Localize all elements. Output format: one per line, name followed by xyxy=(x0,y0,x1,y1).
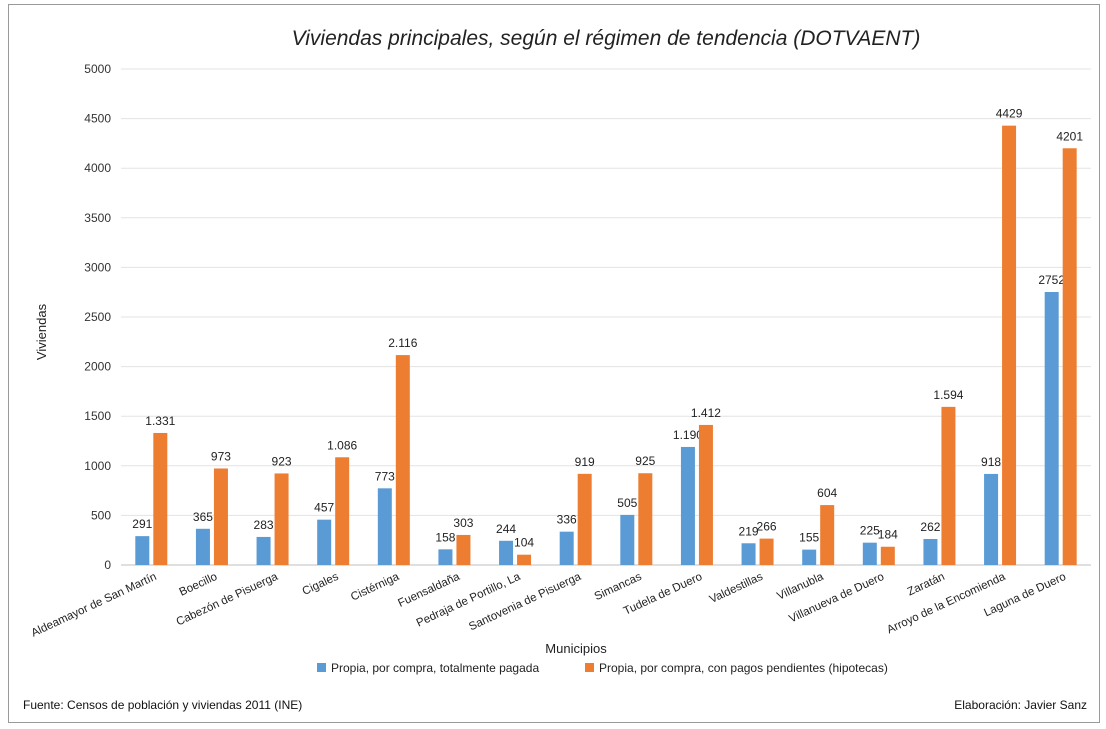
y-tick-label: 4000 xyxy=(84,161,111,175)
data-label: 262 xyxy=(920,520,940,534)
x-tick-label: Zaratán xyxy=(906,571,947,599)
bar-series-2 xyxy=(577,473,592,565)
data-label: 219 xyxy=(739,524,759,538)
x-tick-label: Cistérniga xyxy=(349,571,402,604)
x-tick-label: Aldeamayor de San Martín xyxy=(30,571,159,640)
data-label: 1.190 xyxy=(673,428,703,442)
author-note: Elaboración: Javier Sanz xyxy=(954,698,1087,712)
bar-series-2 xyxy=(335,457,350,565)
data-label: 336 xyxy=(557,513,577,527)
bar-series-2 xyxy=(759,538,774,565)
data-label: 291 xyxy=(132,517,152,531)
data-label: 365 xyxy=(193,510,213,524)
x-tick-label: Boecillo xyxy=(178,571,220,599)
legend-label: Propia, por compra, totalmente pagada xyxy=(331,661,539,675)
data-label: 1.594 xyxy=(933,388,963,402)
data-label: 923 xyxy=(272,454,292,468)
y-tick-label: 2000 xyxy=(84,360,111,374)
data-label: 505 xyxy=(617,496,637,510)
bar-series-1 xyxy=(741,543,756,565)
x-tick-label: Simancas xyxy=(593,571,644,603)
bar-series-1 xyxy=(984,473,999,565)
bar-series-1 xyxy=(620,514,635,565)
x-axis-label: Municipios xyxy=(545,641,607,656)
x-tick-label: Santovenia de Pisuerga xyxy=(467,571,583,634)
y-tick-label: 1000 xyxy=(84,459,111,473)
bar-series-2 xyxy=(274,473,289,565)
bar-series-1 xyxy=(377,488,392,565)
bar-series-1 xyxy=(802,549,817,565)
legend-swatch xyxy=(317,663,326,672)
bar-series-2 xyxy=(941,406,956,565)
data-label: 303 xyxy=(453,516,473,530)
x-tick-label: Arroyo de la Encomienda xyxy=(885,571,1008,637)
bar-series-1 xyxy=(862,542,877,565)
data-label: 244 xyxy=(496,522,516,536)
y-tick-label: 3500 xyxy=(84,211,111,225)
bar-series-1 xyxy=(923,539,938,565)
bar-series-1 xyxy=(256,536,271,565)
x-tick-label: Cabezón de Pisuerga xyxy=(175,571,281,629)
data-label: 1.412 xyxy=(691,406,721,420)
data-label: 4201 xyxy=(1056,129,1083,143)
y-tick-label: 4500 xyxy=(84,112,111,126)
bar-series-2 xyxy=(153,432,168,565)
y-axis-label: Viviendas xyxy=(34,303,49,360)
data-label: 283 xyxy=(254,518,274,532)
bar-series-1 xyxy=(1044,292,1059,565)
data-label: 225 xyxy=(860,524,880,538)
data-label: 4429 xyxy=(996,107,1023,121)
bar-series-2 xyxy=(456,534,471,565)
data-label: 919 xyxy=(575,455,595,469)
bar-series-2 xyxy=(395,355,410,565)
bar-series-1 xyxy=(499,540,514,565)
x-tick-label: Valdestillas xyxy=(708,571,765,606)
bar-series-1 xyxy=(135,536,150,565)
data-label: 973 xyxy=(211,449,231,463)
bar-series-1 xyxy=(317,519,332,565)
y-tick-label: 5000 xyxy=(84,62,111,76)
bar-series-2 xyxy=(517,554,532,565)
bar-series-1 xyxy=(195,528,210,565)
bar-series-2 xyxy=(1062,148,1077,565)
data-label: 104 xyxy=(514,536,534,550)
source-note: Fuente: Censos de población y viviendas … xyxy=(23,698,303,712)
data-label: 155 xyxy=(799,531,819,545)
data-label: 1.086 xyxy=(327,438,357,452)
bar-series-2 xyxy=(880,546,895,565)
y-tick-label: 500 xyxy=(91,508,111,522)
data-label: 266 xyxy=(757,520,777,534)
chart-frame: Viviendas principales, según el régimen … xyxy=(8,4,1100,723)
bar-series-1 xyxy=(438,549,453,565)
y-tick-label: 0 xyxy=(104,558,111,572)
data-label: 2752 xyxy=(1038,273,1065,287)
data-label: 158 xyxy=(435,530,455,544)
data-label: 925 xyxy=(635,454,655,468)
y-tick-label: 1500 xyxy=(84,409,111,423)
bar-series-1 xyxy=(559,531,574,565)
y-tick-label: 3000 xyxy=(84,260,111,274)
bar-series-1 xyxy=(680,446,695,565)
data-label: 184 xyxy=(878,528,898,542)
bar-series-2 xyxy=(820,505,835,565)
chart-title: Viviendas principales, según el régimen … xyxy=(292,27,921,50)
data-label: 1.331 xyxy=(145,414,175,428)
legend-label: Propia, por compra, con pagos pendientes… xyxy=(599,661,888,675)
data-label: 457 xyxy=(314,501,334,515)
bar-series-2 xyxy=(213,468,228,565)
data-label: 918 xyxy=(981,455,1001,469)
y-tick-label: 2500 xyxy=(84,310,111,324)
data-label: 773 xyxy=(375,469,395,483)
data-label: 604 xyxy=(817,486,837,500)
bar-chart: Viviendas principales, según el régimen … xyxy=(30,27,1091,675)
x-tick-label: Villanubla xyxy=(775,571,826,603)
bar-series-2 xyxy=(698,424,713,565)
x-tick-label: Cigales xyxy=(301,571,341,598)
legend-swatch xyxy=(585,663,594,672)
bar-series-2 xyxy=(638,473,653,565)
bar-series-2 xyxy=(1002,125,1017,566)
data-label: 2.116 xyxy=(388,336,417,350)
